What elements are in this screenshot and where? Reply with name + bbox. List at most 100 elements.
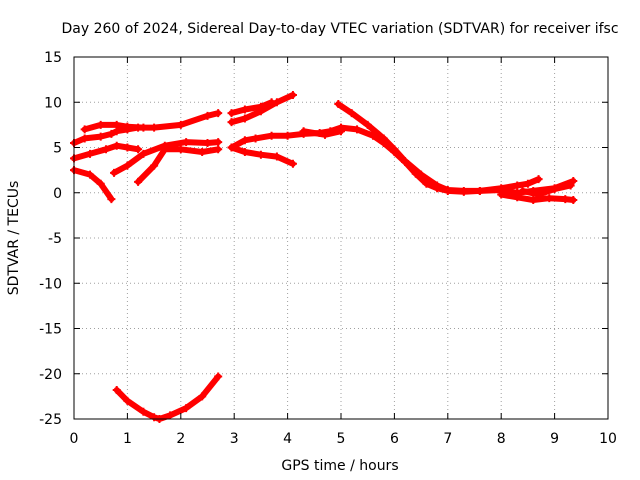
x-tick-label: 10	[599, 431, 617, 447]
data-point-marker	[96, 132, 105, 141]
y-tick-label: 0	[53, 186, 62, 202]
data-point-marker	[334, 100, 343, 109]
x-tick-label: 2	[176, 431, 185, 447]
data-point-marker	[569, 176, 578, 185]
data-point-marker	[433, 181, 442, 190]
data-point-marker	[134, 177, 143, 186]
y-tick-label: -20	[39, 367, 62, 383]
data-point-marker	[363, 120, 372, 129]
series-arc-l	[227, 98, 276, 118]
data-point-marker	[214, 372, 223, 381]
data-point-marker	[80, 134, 89, 143]
series-arc-o	[518, 181, 575, 199]
y-tick-label: -5	[48, 231, 62, 247]
y-tick-label: 15	[44, 50, 62, 66]
data-point-marker	[459, 186, 468, 195]
x-tick-label: 9	[550, 431, 559, 447]
x-axis-title: GPS time / hours	[281, 458, 398, 474]
data-point-marker	[203, 111, 212, 120]
data-point-marker	[513, 193, 522, 202]
series-arc-n	[497, 190, 578, 204]
data-point-marker	[497, 190, 506, 199]
data-point-marker	[139, 123, 148, 132]
data-point-marker	[96, 120, 105, 129]
x-tick-label: 7	[443, 431, 452, 447]
data-point-marker	[107, 129, 116, 138]
data-point-marker	[227, 109, 236, 118]
data-point-marker	[267, 98, 276, 107]
data-point-marker	[139, 149, 148, 158]
data-point-marker	[534, 190, 543, 199]
data-point-marker	[240, 114, 249, 123]
series-arc-b	[80, 120, 148, 134]
data-point-marker	[320, 130, 329, 139]
data-point-marker	[256, 150, 265, 159]
data-point-marker	[86, 170, 95, 179]
data-point-marker	[240, 105, 249, 114]
y-tick-label: -25	[39, 412, 62, 428]
data-point-marker	[475, 186, 484, 195]
data-point-marker	[123, 143, 132, 152]
data-point-marker	[198, 148, 207, 157]
data-point-marker	[267, 131, 276, 140]
data-point-marker	[401, 157, 410, 166]
tick-labels: 0 1 2 3 4 5 6 7 8 9 10 -25 -20 -15 -10 -5 0 5 10 15	[39, 50, 617, 447]
data-point-marker	[251, 134, 260, 143]
data-point-marker	[288, 159, 297, 168]
chart-title: Day 260 of 2024, Sidereal Day-to-day VTE…	[61, 21, 618, 37]
data-point-marker	[123, 122, 132, 131]
y-tick-label: -15	[39, 322, 62, 338]
y-tick-label: -10	[39, 276, 62, 292]
data-point-marker	[353, 125, 362, 134]
data-point-marker	[214, 145, 223, 154]
y-tick-label: 10	[44, 95, 62, 111]
data-point-marker	[80, 125, 89, 134]
series-trace	[519, 182, 574, 198]
data-point-marker	[550, 185, 559, 194]
data-point-marker	[379, 134, 388, 143]
data-point-marker	[214, 138, 223, 147]
data-point-marker	[203, 138, 212, 147]
data-point-marker	[240, 148, 249, 157]
x-tick-label: 3	[230, 431, 239, 447]
x-tick-label: 4	[283, 431, 292, 447]
data-point-marker	[337, 127, 345, 136]
data-point-marker	[417, 170, 426, 179]
data-point-marker	[214, 109, 223, 118]
series-arc-g	[112, 372, 223, 423]
series-arc-j	[227, 143, 297, 168]
data-series	[70, 91, 578, 423]
x-tick-label: 5	[337, 431, 346, 447]
series-arc-h	[227, 123, 543, 196]
data-point-marker	[112, 120, 121, 129]
data-point-marker	[299, 127, 308, 136]
data-point-marker	[347, 109, 356, 118]
data-point-marker	[534, 175, 543, 184]
data-point-marker	[227, 143, 236, 152]
x-tick-label: 0	[70, 431, 79, 447]
data-point-marker	[283, 131, 292, 140]
data-point-marker	[561, 195, 570, 204]
data-point-marker	[150, 161, 159, 170]
data-point-marker	[134, 145, 143, 154]
data-point-marker	[288, 91, 297, 100]
data-point-marker	[182, 138, 191, 147]
series-arc-k	[227, 91, 297, 127]
data-point-marker	[112, 386, 121, 395]
series-trace	[71, 167, 115, 203]
series-arc-f	[134, 145, 223, 186]
data-point-marker	[390, 145, 399, 154]
data-point-marker	[150, 413, 159, 422]
series-arc-d	[70, 166, 116, 204]
data-point-marker	[529, 195, 538, 204]
data-point-marker	[523, 179, 532, 188]
data-point-marker	[107, 195, 116, 204]
data-point-marker	[566, 181, 575, 190]
data-point-marker	[256, 102, 265, 111]
data-point-marker	[272, 152, 281, 161]
x-tick-label: 8	[497, 431, 506, 447]
data-point-marker	[176, 145, 185, 154]
data-point-marker	[112, 141, 121, 150]
data-point-marker	[160, 145, 169, 154]
